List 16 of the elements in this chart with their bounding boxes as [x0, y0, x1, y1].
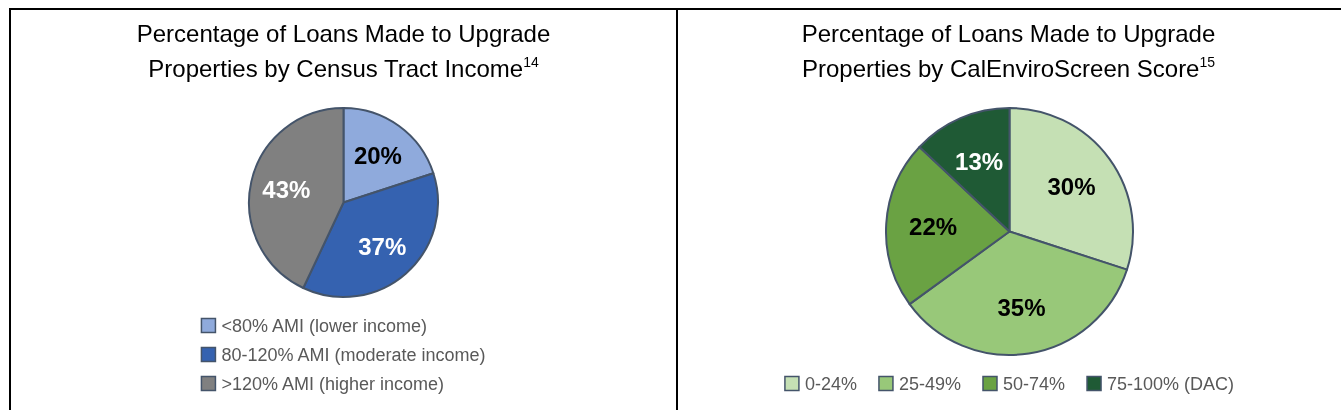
legend-label: 25-49% — [898, 373, 961, 394]
data-label: 43% — [262, 176, 311, 204]
data-label: 20% — [353, 141, 402, 169]
data-label: 35% — [997, 293, 1046, 321]
legend-label: 75-100% (DAC) — [1107, 373, 1235, 394]
legend-label: 80-120% AMI (moderate income) — [221, 344, 486, 365]
chart-title: Percentage of Loans Made to Upgrade Properties by CalEnviroScreen Score$^{15}$ — [800, 19, 1217, 84]
data-label: 22% — [909, 213, 958, 241]
legend-label: 0-24% — [804, 373, 857, 394]
legend-label: >120% AMI (higher income) — [221, 373, 445, 394]
chart-title: Percentage of Loans Made to Upgrade Properties by Census Tract Income$^{14}$ — [135, 19, 552, 84]
data-label: 37% — [358, 232, 407, 260]
data-label: 30% — [1047, 172, 1096, 200]
data-label: 13% — [955, 147, 1004, 175]
legend-label: 50-74% — [1002, 373, 1066, 394]
legend-label: <80% AMI (lower income) — [221, 315, 428, 336]
